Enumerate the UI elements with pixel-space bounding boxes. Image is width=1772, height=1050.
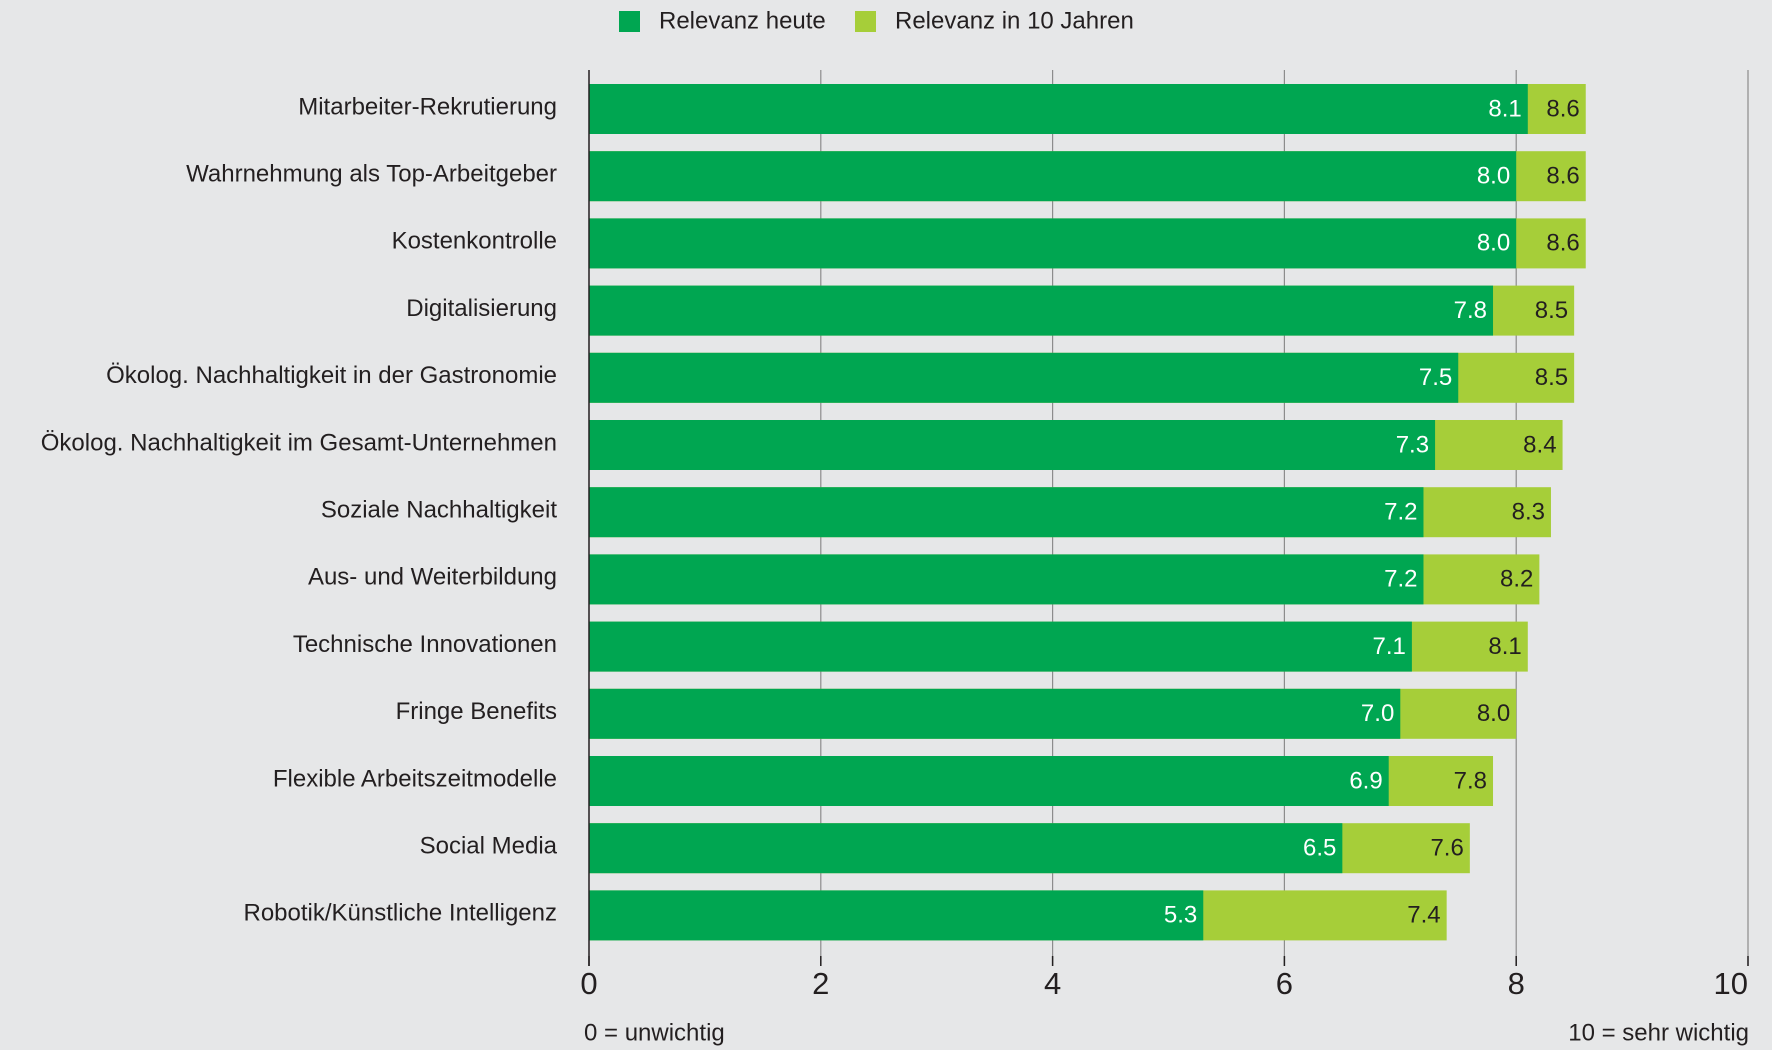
x-tick-label: 0 <box>580 966 597 1001</box>
y-tick-label: Flexible Arbeitszeitmodelle <box>273 765 557 792</box>
bar <box>589 218 1517 269</box>
y-tick-label: Ökolog. Nachhaltigkeit im Gesamt-Unterne… <box>41 429 557 456</box>
data-label: 7.1 <box>1373 633 1406 660</box>
data-label: 8.0 <box>1477 230 1510 257</box>
bar <box>589 554 1424 605</box>
data-label: 8.1 <box>1488 633 1521 660</box>
x-tick-label: 10 <box>1714 966 1748 1001</box>
data-label: 8.6 <box>1546 95 1579 122</box>
legend-swatch <box>619 11 640 32</box>
data-label: 7.6 <box>1430 835 1463 862</box>
y-tick-label: Digitalisierung <box>406 295 557 322</box>
y-tick-label: Soziale Nachhaltigkeit <box>321 497 557 524</box>
bar <box>589 352 1459 403</box>
data-label: 8.5 <box>1535 364 1568 391</box>
y-tick-label: Wahrnehmung als Top-Arbeitgeber <box>186 161 557 188</box>
data-label: 7.3 <box>1396 431 1429 458</box>
data-label: 7.8 <box>1454 767 1487 794</box>
legend-label: Relevanz in 10 Jahren <box>895 7 1134 34</box>
data-label: 7.0 <box>1361 700 1394 727</box>
bar <box>589 285 1494 336</box>
y-tick-label: Aus- und Weiterbildung <box>308 564 557 591</box>
data-label: 7.2 <box>1384 566 1417 593</box>
y-tick-label: Fringe Benefits <box>396 698 557 725</box>
data-label: 8.0 <box>1477 700 1510 727</box>
data-label: 8.6 <box>1546 230 1579 257</box>
data-label: 7.5 <box>1419 364 1452 391</box>
y-tick-label: Technische Innovationen <box>293 631 557 658</box>
data-label: 8.2 <box>1500 566 1533 593</box>
legend-swatch <box>855 11 876 32</box>
data-label: 6.5 <box>1303 835 1336 862</box>
bar <box>589 151 1517 202</box>
x-tick-label: 8 <box>1508 966 1525 1001</box>
data-label: 7.4 <box>1407 902 1440 929</box>
x-tick-label: 4 <box>1044 966 1061 1001</box>
bar <box>589 890 1204 941</box>
data-label: 8.4 <box>1523 431 1556 458</box>
data-label: 7.8 <box>1454 297 1487 324</box>
bar <box>589 621 1412 672</box>
bar <box>589 487 1424 538</box>
x-tick-label: 6 <box>1276 966 1293 1001</box>
data-label: 8.3 <box>1512 499 1545 526</box>
y-tick-label: Mitarbeiter-Rekrutierung <box>298 93 557 120</box>
annotation: 0 = unwichtig <box>584 1019 725 1046</box>
bar <box>589 420 1436 470</box>
x-tick-label: 2 <box>812 966 829 1001</box>
y-tick-label: Kostenkontrolle <box>392 228 557 255</box>
y-tick-label: Social Media <box>420 833 558 860</box>
data-label: 5.3 <box>1164 902 1197 929</box>
bar <box>589 823 1343 874</box>
y-tick-label: Robotik/Künstliche Intelligenz <box>243 900 557 927</box>
data-label: 6.9 <box>1349 767 1382 794</box>
bar <box>589 756 1389 806</box>
bar <box>589 688 1401 739</box>
bar <box>589 84 1528 134</box>
data-label: 7.2 <box>1384 499 1417 526</box>
data-label: 8.0 <box>1477 163 1510 190</box>
data-label: 8.1 <box>1488 95 1521 122</box>
annotation: 10 = sehr wichtig <box>1568 1019 1749 1046</box>
data-label: 8.5 <box>1535 297 1568 324</box>
y-tick-label: Ökolog. Nachhaltigkeit in der Gastronomi… <box>106 362 557 389</box>
legend-label: Relevanz heute <box>659 7 826 34</box>
data-label: 8.6 <box>1546 163 1579 190</box>
